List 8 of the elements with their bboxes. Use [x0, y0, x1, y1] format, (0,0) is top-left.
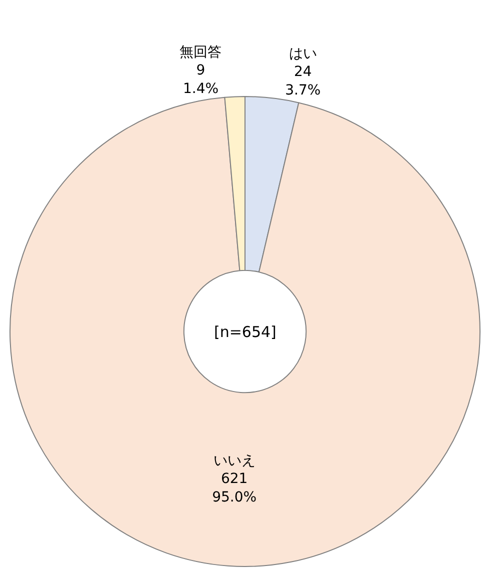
slice-label: はい [288, 46, 317, 62]
donut-slice [10, 96, 480, 567]
data-label: 621 95.0% [212, 471, 257, 506]
text: [n=654] [214, 323, 276, 341]
data-label: 24 3.7% [285, 64, 321, 98]
slice-label: いいえ [213, 452, 256, 469]
slice-label: 無回答 [180, 44, 222, 60]
data-label: 9 1.4% [182, 62, 219, 97]
